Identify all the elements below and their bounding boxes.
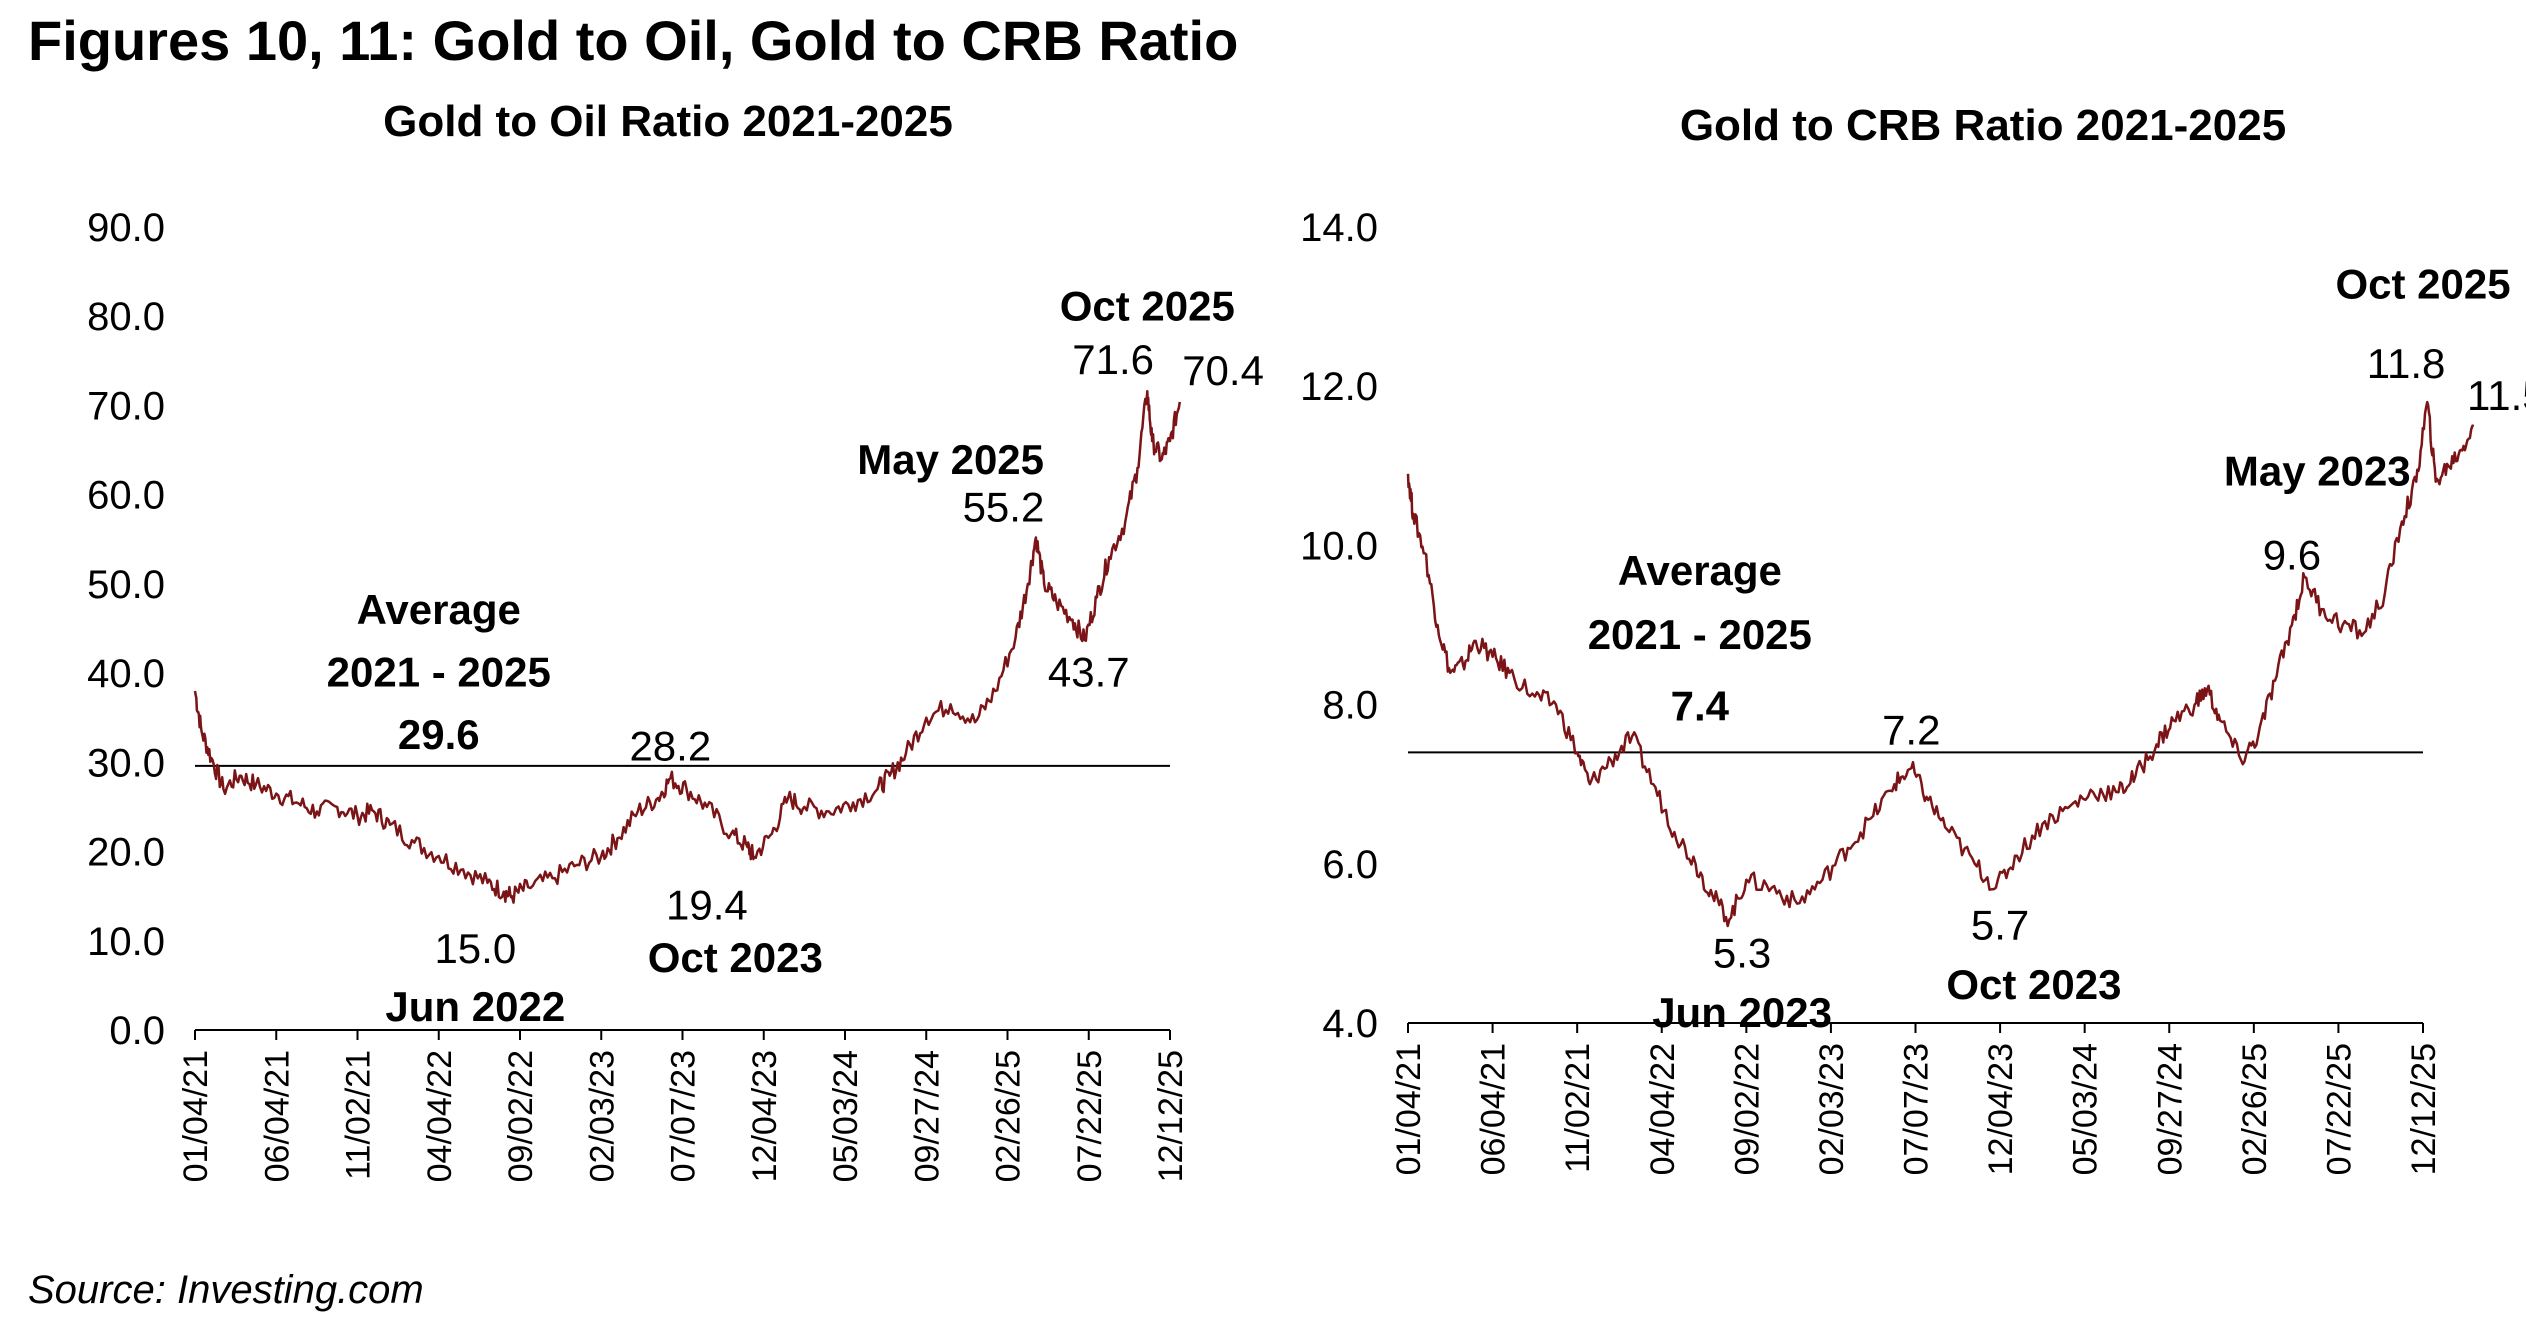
x-tick-label: 02/26/25 [990,1050,1028,1182]
chart-annotation: 71.6 [1072,336,1154,383]
x-tick-label: 12/12/25 [2405,1043,2443,1175]
x-tick-label: 07/22/25 [2320,1043,2358,1175]
chart-annotation: Oct 2023 [648,934,823,981]
x-tick-label: 05/03/24 [827,1050,865,1182]
chart-annotation: 19.4 [666,881,748,928]
chart-annotation: 11.8 [2367,340,2446,387]
x-tick-label: 06/04/21 [258,1050,296,1182]
chart-annotation: Average [357,586,521,633]
x-tick-label: 12/04/23 [1982,1043,2020,1175]
chart-annotation: 55.2 [963,483,1045,530]
y-tick-label: 50.0 [87,563,165,607]
x-tick-label: 01/04/21 [1390,1043,1428,1175]
chart-annotation: 7.2 [1882,706,1940,753]
series-line [1406,400,2475,928]
y-tick-label: 20.0 [87,831,165,875]
x-tick-label: 09/27/24 [2151,1043,2189,1175]
chart-annotation: Jun 2022 [385,983,565,1030]
x-tick-label: 01/04/21 [177,1050,215,1182]
y-tick-label: 6.0 [1322,843,1378,887]
chart-annotation: May 2025 [857,436,1044,483]
y-tick-label: 80.0 [87,295,165,339]
chart-annotation: Average [1618,547,1782,594]
x-tick-label: 02/26/25 [2236,1043,2274,1175]
chart-annotation: Jun 2023 [1652,989,1832,1036]
y-tick-label: 40.0 [87,652,165,696]
chart-annotation: Oct 2023 [1946,961,2121,1008]
chart-annotation: 2021 - 2025 [327,648,551,695]
x-tick-label: 09/27/24 [908,1050,946,1182]
x-tick-label: 04/04/22 [421,1050,459,1182]
y-tick-label: 60.0 [87,474,165,518]
chart-annotation: 43.7 [1048,648,1130,695]
y-tick-label: 14.0 [1300,206,1378,250]
x-tick-label: 11/02/21 [340,1050,378,1180]
y-tick-label: 70.0 [87,384,165,428]
gold-to-crb-chart: Gold to CRB Ratio 2021-2025 14.0 12.0 10.0… [1300,101,2526,1175]
chart-annotation: 2021 - 2025 [1588,611,1812,658]
x-tick-label: 04/04/22 [1644,1043,1682,1175]
chart-annotation: 28.2 [629,723,711,770]
x-tick-label: 06/04/21 [1475,1043,1513,1175]
source-note: Source: Investing.com [28,1268,424,1312]
series-line [193,389,1182,904]
x-tick-label: 12/12/25 [1152,1050,1190,1182]
chart-title: Gold to Oil Ratio 2021-2025 [383,97,953,146]
x-tick-label: 07/07/23 [1898,1043,1936,1175]
x-tick-label: 12/04/23 [746,1050,784,1182]
y-tick-label: 30.0 [87,741,165,785]
y-tick-label: 90.0 [87,206,165,250]
chart-annotation: 15.0 [434,925,516,972]
chart-annotation: Oct 2025 [1060,283,1235,330]
figure-title: Figures 10, 11: Gold to Oil, Gold to CRB… [28,9,1239,72]
y-tick-label: 4.0 [1322,1002,1378,1046]
y-tick-label: 10.0 [87,920,165,964]
x-tick-label: 07/07/23 [665,1050,703,1182]
x-tick-label: 05/03/24 [2067,1043,2105,1175]
chart-annotation: 7.4 [1671,683,1730,730]
chart-annotation: 9.6 [2263,531,2321,578]
chart-annotation: 5.7 [1971,901,2029,948]
chart-annotation: 5.3 [1713,929,1771,976]
chart-annotation: 29.6 [398,711,480,758]
y-tick-label: 8.0 [1322,684,1378,728]
x-tick-label: 07/22/25 [1071,1050,1109,1182]
x-tick-label: 11/02/21 [1559,1043,1597,1173]
chart-annotation: May 2023 [2224,448,2411,495]
chart-annotation: 70.4 [1182,347,1263,394]
x-tick-label: 09/02/22 [502,1050,540,1182]
gold-to-oil-chart: Gold to Oil Ratio 2021-2025 90.0 80.0 70.0… [87,97,1263,1182]
x-tick-label: 09/02/22 [1728,1043,1766,1175]
y-tick-label: 0.0 [109,1009,165,1053]
y-tick-label: 10.0 [1300,524,1378,568]
x-tick-label: 02/03/23 [583,1050,621,1182]
x-tick-label: 02/03/23 [1813,1043,1851,1175]
chart-title: Gold to CRB Ratio 2021-2025 [1680,101,2286,150]
chart-annotation: 11.5 [2467,372,2526,419]
y-tick-label: 12.0 [1300,365,1378,409]
chart-annotation: Oct 2025 [2335,261,2510,308]
